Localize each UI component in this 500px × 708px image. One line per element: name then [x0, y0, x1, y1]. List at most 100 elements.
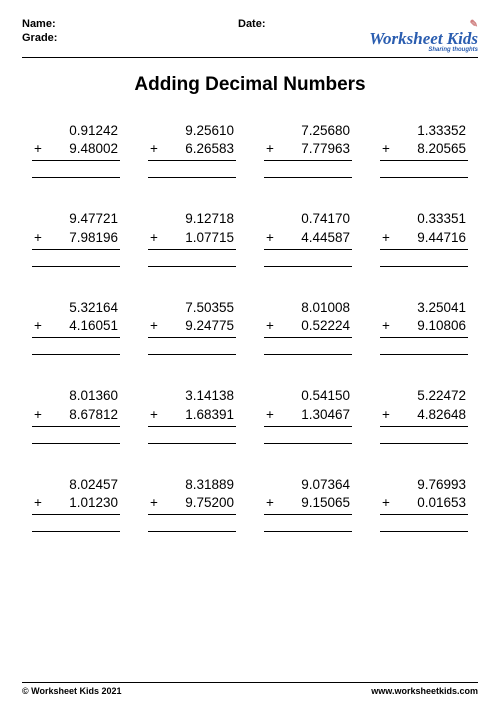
- problem-rule: [264, 426, 352, 427]
- operator: +: [148, 229, 158, 247]
- answer-rule: [148, 531, 236, 532]
- answer-rule: [148, 354, 236, 355]
- addend-bottom: +6.26583: [148, 140, 236, 158]
- answer-rule: [380, 266, 468, 267]
- operator: +: [148, 406, 158, 424]
- problem: 8.01360+8.67812: [32, 387, 120, 443]
- answer-rule: [264, 443, 352, 444]
- answer-rule: [380, 443, 468, 444]
- answer-rule: [148, 177, 236, 178]
- addend-top: 3.14138: [148, 387, 236, 405]
- answer-rule: [32, 266, 120, 267]
- operator: +: [32, 229, 42, 247]
- addend-bottom: +8.20565: [380, 140, 468, 158]
- addend-bottom: +4.82648: [380, 406, 468, 424]
- header-rule: [22, 57, 478, 58]
- problem-rule: [148, 426, 236, 427]
- problem: 9.76993+0.01653: [380, 476, 468, 532]
- addend-top: 9.25610: [148, 122, 236, 140]
- problem-rule: [32, 249, 120, 250]
- operator: +: [32, 140, 42, 158]
- problem: 3.14138+1.68391: [148, 387, 236, 443]
- operator: +: [380, 229, 390, 247]
- date-label: Date:: [238, 18, 358, 30]
- problem-rule: [32, 160, 120, 161]
- problem-rule: [380, 160, 468, 161]
- problem: 7.25680+7.77963: [264, 122, 352, 178]
- addend-top: 0.74170: [264, 210, 352, 228]
- problem: 3.25041+9.10806: [380, 299, 468, 355]
- addend-bottom: +9.10806: [380, 317, 468, 335]
- operator: +: [148, 317, 158, 335]
- problem-rule: [380, 337, 468, 338]
- addend-top: 8.31889: [148, 476, 236, 494]
- logo-text: Worksheet Kids: [358, 30, 478, 47]
- addend-top: 9.07364: [264, 476, 352, 494]
- problem: 8.02457+1.01230: [32, 476, 120, 532]
- operator: +: [32, 494, 42, 512]
- operator: +: [264, 494, 274, 512]
- operator: +: [264, 406, 274, 424]
- problem-rule: [264, 249, 352, 250]
- addend-bottom: +4.44587: [264, 229, 352, 247]
- problem: 7.50355+9.24775: [148, 299, 236, 355]
- footer: © Worksheet Kids 2021 www.worksheetkids.…: [22, 682, 478, 696]
- addend-top: 1.33352: [380, 122, 468, 140]
- answer-rule: [32, 177, 120, 178]
- operator: +: [264, 140, 274, 158]
- operator: +: [380, 406, 390, 424]
- problem-rule: [148, 160, 236, 161]
- addend-bottom: +1.01230: [32, 494, 120, 512]
- addend-bottom: +9.75200: [148, 494, 236, 512]
- addend-bottom: +8.67812: [32, 406, 120, 424]
- problem: 0.33351+9.44716: [380, 210, 468, 266]
- addend-top: 7.25680: [264, 122, 352, 140]
- addend-top: 3.25041: [380, 299, 468, 317]
- problem-rule: [32, 337, 120, 338]
- problem: 0.74170+4.44587: [264, 210, 352, 266]
- addend-top: 9.12718: [148, 210, 236, 228]
- operator: +: [264, 229, 274, 247]
- problem: 8.01008+0.52224: [264, 299, 352, 355]
- answer-rule: [148, 443, 236, 444]
- addend-bottom: +4.16051: [32, 317, 120, 335]
- worksheet-header: Name: Grade: Date: ✎ Worksheet Kids Shar…: [22, 18, 478, 53]
- addend-bottom: +7.77963: [264, 140, 352, 158]
- addend-bottom: +0.52224: [264, 317, 352, 335]
- addend-top: 8.02457: [32, 476, 120, 494]
- addend-top: 9.47721: [32, 210, 120, 228]
- addend-bottom: +9.44716: [380, 229, 468, 247]
- problem-rule: [32, 426, 120, 427]
- problem: 9.47721+7.98196: [32, 210, 120, 266]
- answer-rule: [32, 531, 120, 532]
- logo: ✎ Worksheet Kids Sharing thoughts: [358, 18, 478, 53]
- addend-top: 8.01008: [264, 299, 352, 317]
- answer-rule: [264, 266, 352, 267]
- answer-rule: [264, 177, 352, 178]
- operator: +: [380, 140, 390, 158]
- addend-bottom: +7.98196: [32, 229, 120, 247]
- problem: 9.12718+1.07715: [148, 210, 236, 266]
- addend-bottom: +1.30467: [264, 406, 352, 424]
- problem: 5.32164+4.16051: [32, 299, 120, 355]
- problem-rule: [380, 426, 468, 427]
- addend-bottom: +1.07715: [148, 229, 236, 247]
- problem-rule: [264, 337, 352, 338]
- problem: 9.25610+6.26583: [148, 122, 236, 178]
- problem: 0.54150+1.30467: [264, 387, 352, 443]
- addend-top: 0.91242: [32, 122, 120, 140]
- footer-rule: [22, 682, 478, 683]
- problem-rule: [148, 337, 236, 338]
- problem-rule: [380, 514, 468, 515]
- problem: 1.33352+8.20565: [380, 122, 468, 178]
- answer-rule: [380, 531, 468, 532]
- addend-bottom: +9.15065: [264, 494, 352, 512]
- problem: 8.31889+9.75200: [148, 476, 236, 532]
- answer-rule: [380, 354, 468, 355]
- answer-rule: [264, 531, 352, 532]
- problem-rule: [264, 160, 352, 161]
- answer-rule: [32, 443, 120, 444]
- name-label: Name:: [22, 18, 238, 30]
- problem-grid: 0.91242+9.480029.25610+6.265837.25680+7.…: [22, 122, 478, 532]
- addend-top: 7.50355: [148, 299, 236, 317]
